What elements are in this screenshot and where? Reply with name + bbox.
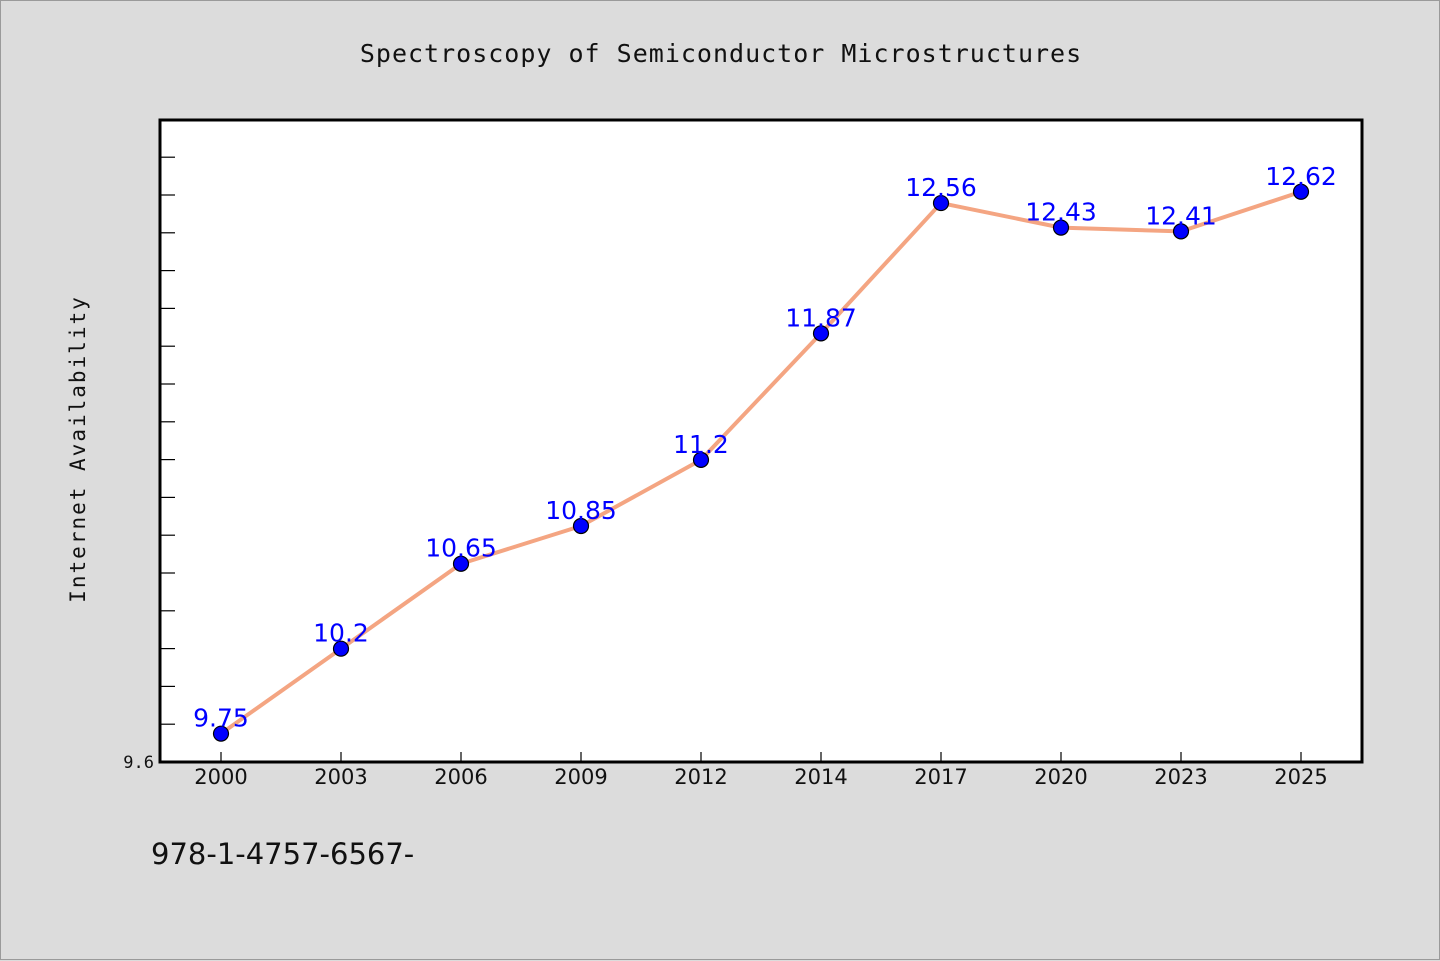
data-point [1172,223,1190,240]
data-point [1292,183,1310,200]
series-line [219,189,1303,736]
x-axis-tick-labels: 2000 2003 2006 2009 2012 2014 2017 2020 2023 2025 [194,765,1327,789]
data-label: 11.87 [785,303,857,332]
data-point [1052,219,1070,236]
x-axis-ticks [220,752,1302,762]
data-label: 12.56 [905,173,977,202]
y-axis-ticks [160,156,175,763]
data-point [332,640,350,657]
y-axis-tick-labels: 9.6 [123,753,154,773]
x-tick-label: 2009 [554,765,607,789]
x-tick-label: 2000 [194,765,247,789]
x-tick-label: 2020 [1034,765,1087,789]
x-tick-label: 2017 [914,765,967,789]
data-label: 12.43 [1025,198,1097,227]
data-label: 12.62 [1265,162,1337,191]
data-label: 11.2 [673,430,729,459]
data-point [692,451,710,468]
x-tick-label: 2006 [434,765,487,789]
plot-border [158,118,1364,764]
x-tick-label: 2025 [1274,765,1327,789]
data-point [452,555,470,572]
data-point [212,725,230,742]
data-label: 12.41 [1145,201,1217,230]
series-layer: 9.75 10.2 10.65 10.85 11.2 11.87 12.56 12.43 12.… [193,162,1337,742]
x-tick-label: 2003 [314,765,367,789]
y-axis-label: Internet Availability [66,295,90,603]
data-point [572,517,590,535]
data-label: 10.65 [425,534,497,563]
data-label: 9.75 [193,704,249,733]
x-tick-label: 2014 [794,765,847,789]
plot-area [160,120,1362,762]
data-point [932,194,950,212]
data-point [812,325,830,342]
data-label: 10.85 [545,496,617,525]
x-tick-label: 2023 [1154,765,1207,789]
data-label: 10.2 [313,619,369,648]
footer-text: 978-1-4757-6567- [151,837,414,871]
chart-title: Spectroscopy of Semiconductor Microstruc… [360,39,1082,68]
x-tick-label: 2012 [674,765,727,789]
y-tick-label: 9.6 [123,753,154,773]
